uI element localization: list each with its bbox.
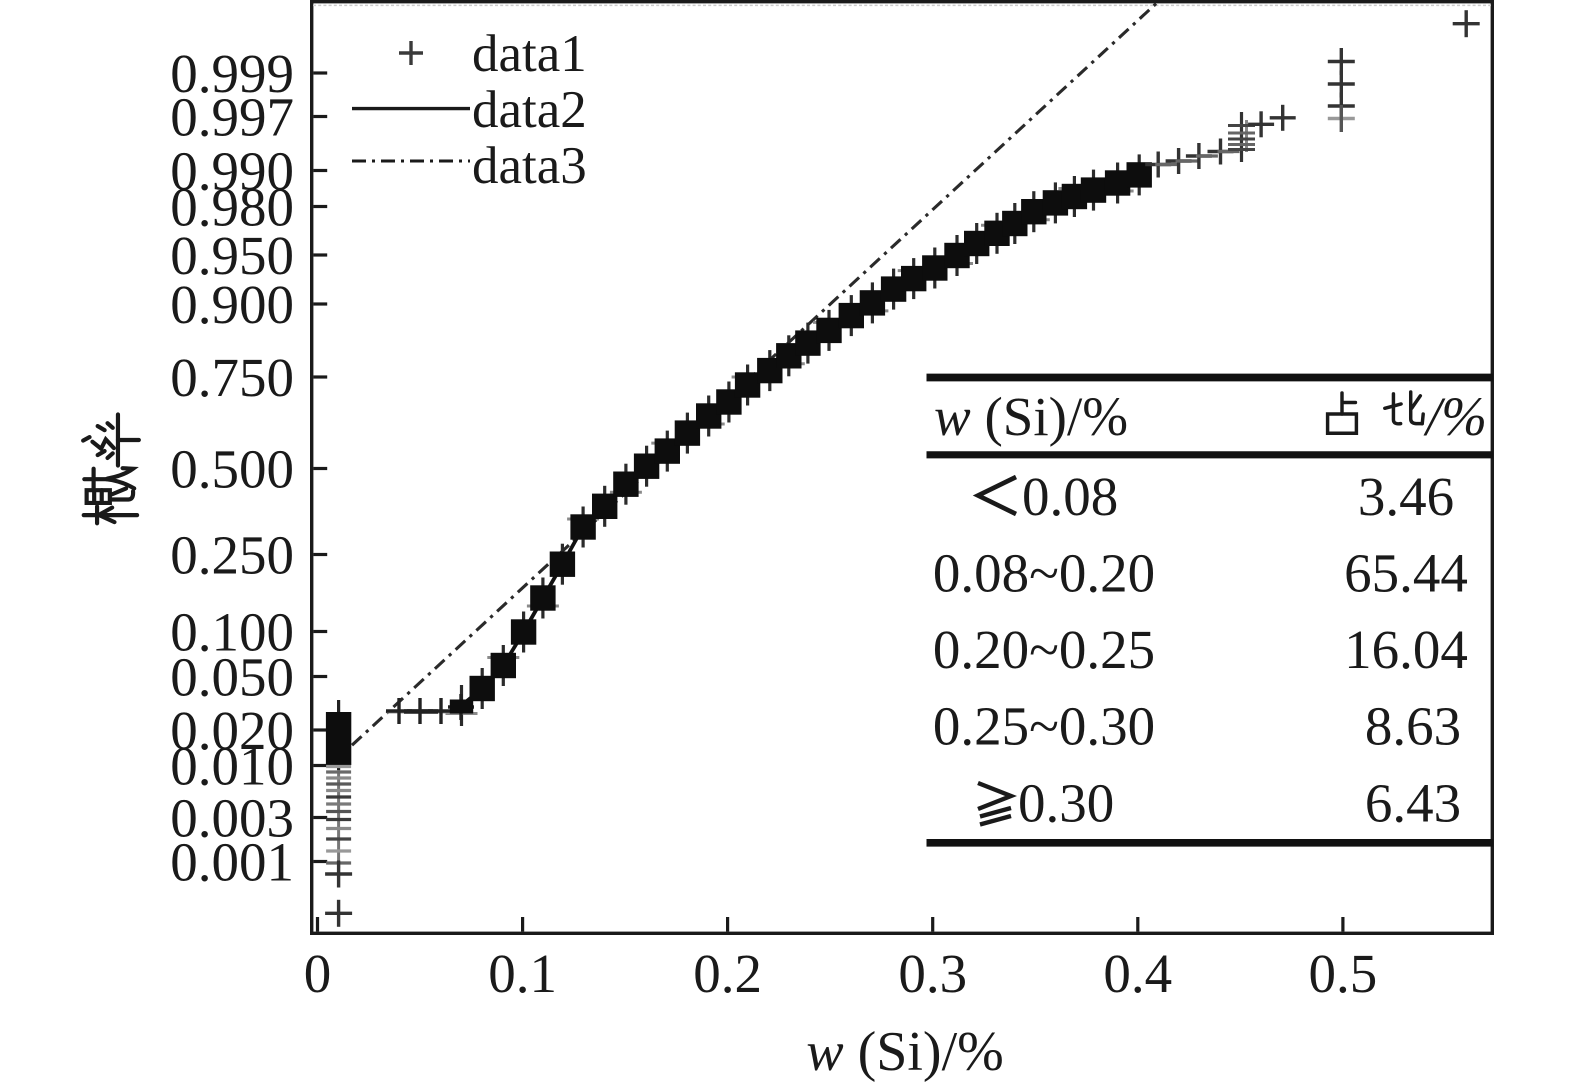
svg-text:6.43: 6.43 — [1365, 773, 1461, 834]
svg-text:0.900: 0.900 — [170, 274, 294, 335]
svg-text:0.980: 0.980 — [170, 177, 294, 238]
svg-text:data3: data3 — [472, 137, 587, 195]
svg-text:8.63: 8.63 — [1365, 696, 1461, 757]
svg-text:0.750: 0.750 — [170, 347, 294, 408]
svg-text:65.44: 65.44 — [1344, 543, 1468, 604]
svg-text:0: 0 — [304, 943, 332, 1004]
svg-text:0.990: 0.990 — [170, 141, 294, 202]
svg-text:0.250: 0.250 — [170, 525, 294, 586]
svg-text:0.2: 0.2 — [693, 943, 762, 1004]
svg-text:16.04: 16.04 — [1344, 619, 1468, 680]
svg-text:0.500: 0.500 — [170, 439, 294, 500]
svg-text:0.020: 0.020 — [170, 700, 294, 761]
svg-text:0.08: 0.08 — [1022, 466, 1118, 527]
svg-text:3.46: 3.46 — [1358, 466, 1454, 527]
svg-text:0.003: 0.003 — [170, 788, 294, 849]
svg-text:0.20~0.25: 0.20~0.25 — [933, 619, 1155, 680]
svg-text:data2: data2 — [472, 81, 587, 139]
svg-text:0.001: 0.001 — [170, 832, 294, 893]
svg-text:0.4: 0.4 — [1103, 943, 1172, 1004]
svg-text:0.1: 0.1 — [488, 943, 557, 1004]
svg-text:0.010: 0.010 — [170, 736, 294, 797]
svg-text:0.999: 0.999 — [170, 43, 294, 104]
svg-text:data1: data1 — [472, 25, 587, 83]
svg-text:/%: /% — [1423, 386, 1487, 447]
svg-text:0.08~0.20: 0.08~0.20 — [933, 543, 1155, 604]
svg-text:0.997: 0.997 — [170, 87, 294, 148]
svg-text:0.30: 0.30 — [1018, 773, 1114, 834]
svg-text:0.050: 0.050 — [170, 647, 294, 708]
svg-text:0.25~0.30: 0.25~0.30 — [933, 696, 1155, 757]
svg-text:w (Si)/%: w (Si)/% — [806, 1021, 1004, 1083]
svg-text:0.5: 0.5 — [1309, 943, 1378, 1004]
svg-text:0.950: 0.950 — [170, 225, 294, 286]
svg-text:0.3: 0.3 — [898, 943, 967, 1004]
svg-text:w (Si)/%: w (Si)/% — [934, 386, 1128, 447]
svg-text:0.100: 0.100 — [170, 602, 294, 663]
